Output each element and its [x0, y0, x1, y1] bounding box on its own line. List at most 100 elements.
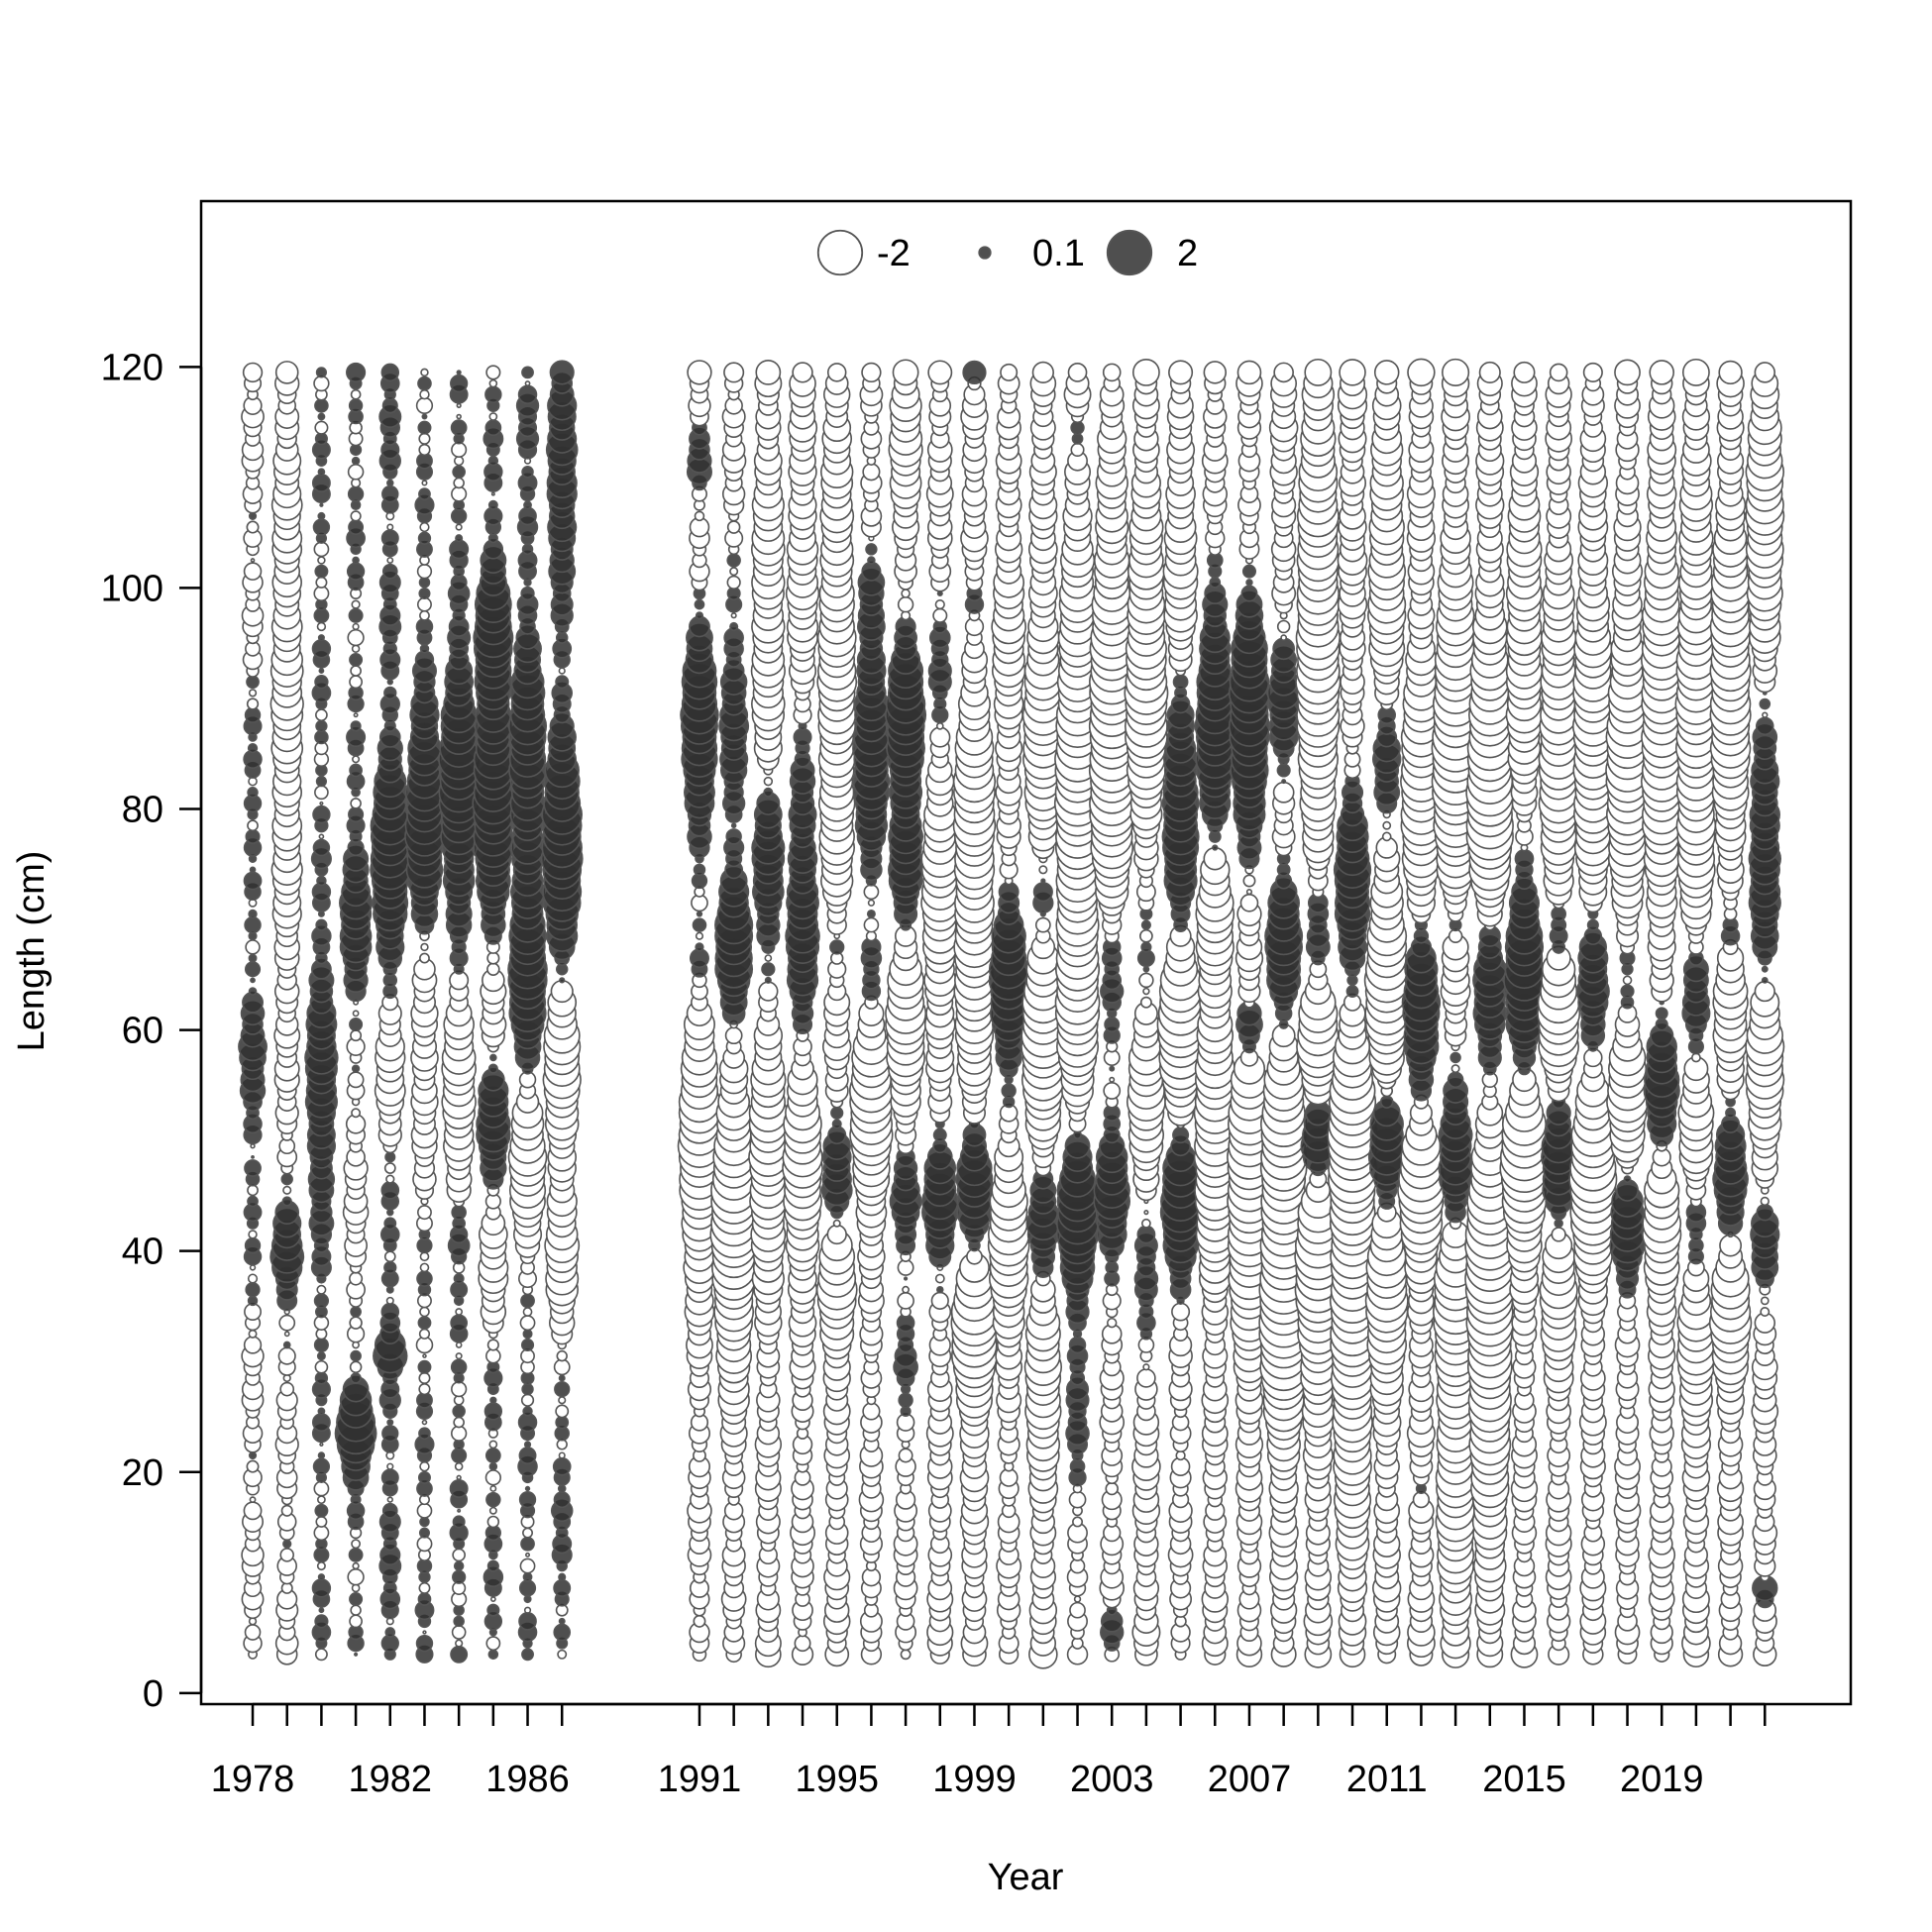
bubble: [416, 564, 433, 580]
bubble: [314, 1648, 328, 1662]
bubble: [245, 939, 261, 955]
bubble: [521, 1382, 534, 1396]
bubble: [867, 899, 876, 907]
bubble: [1175, 1449, 1186, 1461]
bubble: [383, 1162, 396, 1174]
bubble: [522, 1527, 534, 1539]
bubble: [250, 1142, 256, 1149]
bubble: [792, 362, 813, 383]
bubble: [351, 1108, 362, 1119]
bubble: [1203, 846, 1228, 871]
bubble: [1276, 619, 1291, 634]
bubble: [1067, 363, 1088, 382]
bubble: [317, 1573, 326, 1581]
bubble: [1109, 1065, 1116, 1072]
bubble: [1272, 781, 1295, 804]
bubble: [383, 686, 397, 700]
bubble: [384, 1627, 396, 1638]
bubble: [352, 622, 360, 631]
bubble: [383, 1260, 397, 1275]
bubble-layer: [238, 358, 1785, 1669]
bubble: [793, 727, 812, 747]
x-tick-label: 1999: [932, 1759, 1017, 1800]
bubble: [930, 1291, 949, 1310]
bubble: [1478, 361, 1501, 383]
bubble: [312, 518, 331, 536]
bubble: [1551, 1227, 1566, 1242]
bubble: [242, 362, 264, 383]
bubble: [419, 1460, 430, 1472]
bubble: [419, 643, 430, 654]
bubble: [1614, 359, 1641, 386]
bubble: [246, 1459, 260, 1473]
bubble: [315, 367, 328, 378]
bubble: [243, 871, 263, 891]
bubble: [1379, 1095, 1394, 1109]
bubble: [1000, 363, 1019, 381]
bubble: [518, 1612, 537, 1631]
x-tick-label: 1995: [795, 1759, 879, 1800]
x-tick-label: 2003: [1070, 1759, 1154, 1800]
bubble: [282, 1539, 292, 1549]
bubble: [249, 866, 257, 874]
bubble: [687, 360, 712, 385]
bubble: [1449, 1051, 1461, 1064]
bubble: [418, 1328, 431, 1340]
bubble: [280, 1172, 293, 1186]
bubble: [386, 479, 394, 487]
bubble: [1103, 1082, 1122, 1100]
bubble: [248, 987, 258, 996]
bubble: [247, 1184, 259, 1197]
bubble: [934, 1273, 945, 1284]
bubble: [726, 553, 741, 568]
bubble: [1756, 716, 1774, 736]
bubble: [349, 1316, 363, 1330]
bubble: [380, 1180, 400, 1200]
bubble: [347, 464, 365, 481]
bubble: [1718, 360, 1743, 385]
bubble: [351, 644, 361, 654]
bubble: [455, 1308, 464, 1316]
bubble: [485, 1636, 501, 1652]
bubble: [519, 1557, 536, 1574]
bubble: [346, 362, 367, 382]
bubble: [1304, 358, 1333, 386]
bubble: [244, 915, 262, 934]
bubble: [317, 1495, 326, 1505]
bubble: [730, 822, 737, 829]
bubble: [929, 726, 951, 748]
x-axis: 1978 1982 1986 1991 1995 1999 2003 2007 2011 2015…: [211, 1702, 1767, 1800]
bubble: [523, 500, 532, 510]
bubble: [1131, 358, 1160, 386]
bubble: [452, 1569, 467, 1584]
x-tick-label: 1978: [211, 1759, 295, 1800]
bubble: [455, 1639, 464, 1648]
bubble: [1448, 928, 1463, 944]
bubble: [248, 1450, 258, 1460]
bubble: [318, 833, 325, 840]
bubble: [861, 362, 882, 383]
legend-label: -2: [877, 233, 911, 274]
bubble: [489, 1596, 496, 1602]
bubble: [418, 443, 431, 457]
bubble: [315, 918, 328, 931]
bubble: [457, 1508, 462, 1513]
bubble: [488, 1506, 497, 1515]
y-tick-label: 0: [143, 1673, 163, 1715]
bubble: [352, 755, 361, 764]
bubble: [417, 1359, 432, 1374]
bubble: [689, 948, 709, 969]
bubble: [962, 360, 987, 385]
bubble: [248, 511, 258, 521]
bubble: [314, 432, 328, 446]
bubble: [380, 1302, 400, 1322]
bubble: [314, 1371, 329, 1385]
bubble: [274, 361, 299, 384]
bubble: [347, 628, 365, 647]
bubble: [558, 1396, 567, 1405]
y-tick-label: 100: [101, 568, 163, 609]
bubble: [724, 1026, 743, 1045]
bubble: [1513, 361, 1536, 383]
bubble: [726, 520, 741, 534]
bubble: [450, 374, 469, 393]
